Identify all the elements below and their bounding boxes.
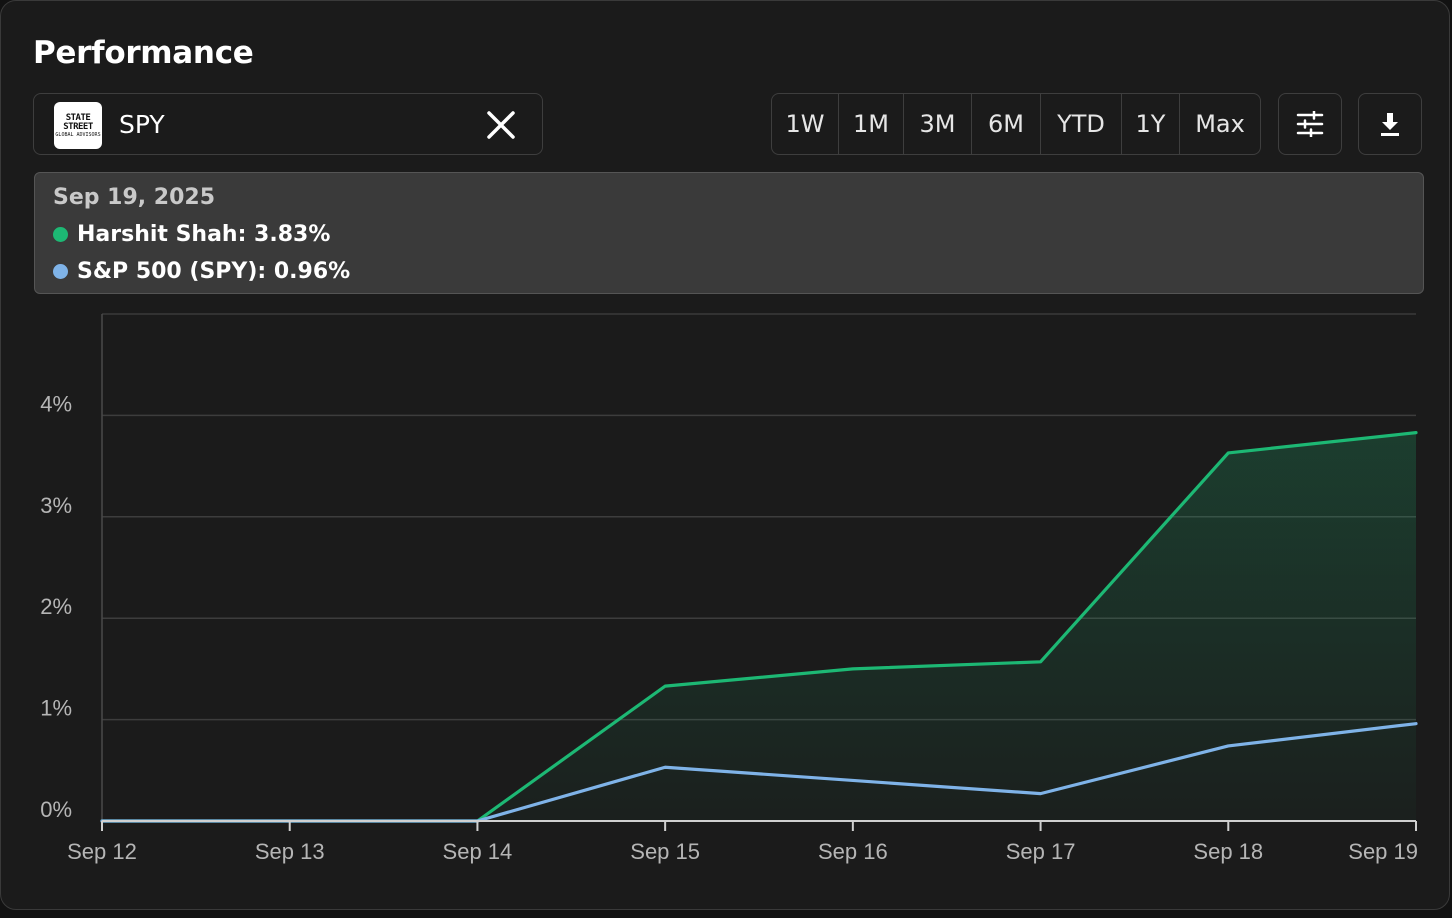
range-max-button[interactable]: Max [1195,110,1245,138]
ticker-search-field[interactable]: STATE STREET GLOBAL ADVISORS SPY [33,93,543,155]
portfolio-area [102,432,1416,821]
y-tick-label: 4% [40,391,72,416]
tooltip-row-benchmark: S&P 500 (SPY): 0.96% [53,259,350,284]
range-1w-button[interactable]: 1W [772,94,839,154]
settings-button[interactable] [1278,93,1342,155]
performance-chart: 0% 1% 2% 3% 4% Sep 12 Sep 13 Sep 14 Sep 15 Sep 16… [40,313,1418,864]
x-tick-label: Sep 13 [255,839,325,864]
legend-dot [53,227,68,242]
page-title: Performance [33,35,254,71]
x-tick-label: Sep 18 [1193,839,1263,864]
x-tick-label: Sep 14 [443,839,513,864]
y-tick-label: 3% [40,493,72,518]
tooltip-row-portfolio: Harshit Shah: 3.83% [53,222,330,247]
tooltip-date: Sep 19, 2025 [53,185,216,210]
y-tick-label: 0% [40,797,72,822]
y-tick-label: 2% [40,594,72,619]
range-ytd-button[interactable]: YTD [1041,94,1122,154]
download-button[interactable] [1358,93,1422,155]
range-6m-button[interactable]: 6M [972,94,1041,154]
x-tick-label: Sep 19 [1348,839,1418,864]
close-icon[interactable] [484,108,518,142]
range-1m-button[interactable]: 1M [839,94,904,154]
ticker-logo: STATE STREET GLOBAL ADVISORS [54,102,102,149]
sliders-icon [1296,111,1324,137]
ticker-value: SPY [119,110,165,139]
download-icon [1381,113,1399,136]
x-tick-label: Sep 16 [818,839,888,864]
x-tick-label: Sep 17 [1006,839,1076,864]
time-range-selector: 1W 1M 3M 6M YTD 1Y Max [771,93,1261,155]
x-tick-label: Sep 12 [67,839,137,864]
range-3m-button[interactable]: 3M [904,94,972,154]
chart-tooltip: Sep 19, 2025 Harshit Shah: 3.83% S&P 500… [34,172,1424,294]
x-tick-label: Sep 15 [630,839,700,864]
legend-dot [53,264,68,279]
y-tick-label: 1% [40,696,72,721]
range-1y-button[interactable]: 1Y [1122,94,1180,154]
